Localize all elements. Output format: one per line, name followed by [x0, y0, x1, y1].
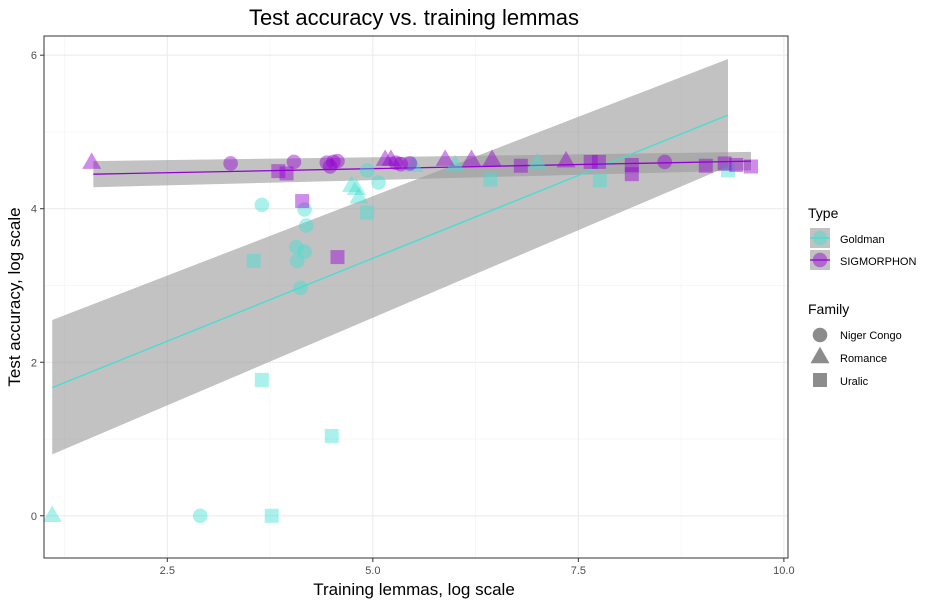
data-point: [435, 149, 455, 166]
data-point: [264, 508, 279, 523]
data-point: [461, 149, 481, 166]
data-point: [381, 149, 401, 166]
confidence-bands: [52, 59, 752, 455]
y-axis-ticks: 0 2 4 6: [31, 50, 44, 523]
data-point: [349, 186, 369, 204]
data-point: [717, 156, 732, 171]
data-point: [592, 173, 607, 188]
data-point: [371, 175, 386, 190]
x-axis-ticks: 2.5 5.0 7.5 10.0: [160, 558, 795, 577]
legend-key-goldman: [810, 228, 830, 248]
legend: Type Goldman SIGMORPHON Family Niger Con…: [808, 205, 916, 388]
data-point: [289, 239, 304, 255]
data-point: [720, 163, 735, 178]
legend-key-marker: [812, 230, 828, 246]
data-point: [744, 159, 759, 174]
data-point: [402, 156, 418, 171]
plot-border: [43, 35, 789, 559]
data-point: [346, 178, 366, 196]
data-point: [698, 158, 713, 173]
chart-title: Test accuracy vs. training lemmas: [249, 5, 579, 30]
data-point: [297, 244, 312, 260]
data-point: [729, 157, 744, 172]
data-point: [322, 159, 338, 174]
data-point: [393, 156, 409, 172]
data-point: [556, 150, 576, 168]
data-point: [404, 155, 424, 173]
legend-key-marker: [812, 252, 828, 268]
legend-key-uralic: [813, 373, 827, 387]
data-point: [483, 172, 498, 187]
data-point: [42, 505, 62, 523]
data-point: [82, 152, 102, 169]
data-point: [360, 205, 375, 220]
data-point: [388, 155, 404, 170]
data-point: [295, 194, 310, 209]
data-point: [341, 175, 361, 192]
data-point: [192, 508, 208, 524]
x-tick-label: 2.5: [160, 565, 175, 577]
data-point: [583, 154, 598, 169]
legend-family-label-niger-congo: Niger Congo: [840, 330, 902, 342]
data-point: [286, 154, 302, 170]
data-points: [42, 149, 759, 524]
data-point: [254, 372, 269, 387]
y-tick-label: 0: [31, 511, 37, 523]
x-tick-label: 5.0: [365, 565, 380, 577]
trend-line-sigmorphon: [93, 160, 752, 175]
x-tick-label: 7.5: [571, 565, 586, 577]
data-point: [297, 202, 312, 217]
data-point: [375, 149, 395, 166]
legend-type-label-goldman: Goldman: [840, 234, 885, 246]
data-point: [223, 156, 238, 171]
legend-family-label-uralic: Uralic: [840, 376, 869, 388]
y-tick-label: 2: [31, 357, 37, 369]
data-point: [326, 154, 341, 170]
trend-line-goldman: [51, 114, 729, 389]
legend-family-title: Family: [808, 301, 849, 317]
data-point: [445, 154, 465, 172]
data-point: [254, 197, 270, 213]
data-point: [330, 250, 345, 265]
data-point: [246, 253, 261, 268]
data-point: [359, 163, 375, 178]
data-point: [624, 167, 639, 182]
legend-key-sigmorphon: [810, 250, 830, 270]
legend-key-romance: [810, 346, 830, 364]
data-point: [324, 428, 339, 443]
trend-lines: [51, 114, 752, 389]
x-tick-label: 10.0: [773, 565, 794, 577]
data-point: [591, 154, 606, 169]
data-point: [482, 149, 502, 166]
legend-type-label-sigmorphon: SIGMORPHON: [840, 256, 916, 268]
legend-family-label-romance: Romance: [840, 353, 887, 365]
data-point: [298, 218, 314, 233]
data-point: [330, 153, 345, 169]
data-point: [293, 280, 308, 296]
legend-type-title: Type: [808, 205, 839, 221]
data-point: [289, 253, 305, 269]
data-point: [657, 154, 672, 170]
y-tick-label: 6: [31, 50, 37, 62]
y-axis-title: Test accuracy, log scale: [5, 207, 24, 386]
legend-key-niger-congo: [812, 327, 828, 343]
data-point: [279, 166, 294, 181]
data-point: [513, 158, 528, 173]
data-point: [624, 157, 639, 172]
data-point: [319, 155, 335, 170]
x-axis-title: Training lemmas, log scale: [313, 580, 515, 599]
ci-band-sigmorphon: [93, 151, 752, 188]
data-point: [271, 164, 286, 179]
data-point: [527, 152, 547, 169]
y-tick-label: 4: [31, 204, 37, 216]
